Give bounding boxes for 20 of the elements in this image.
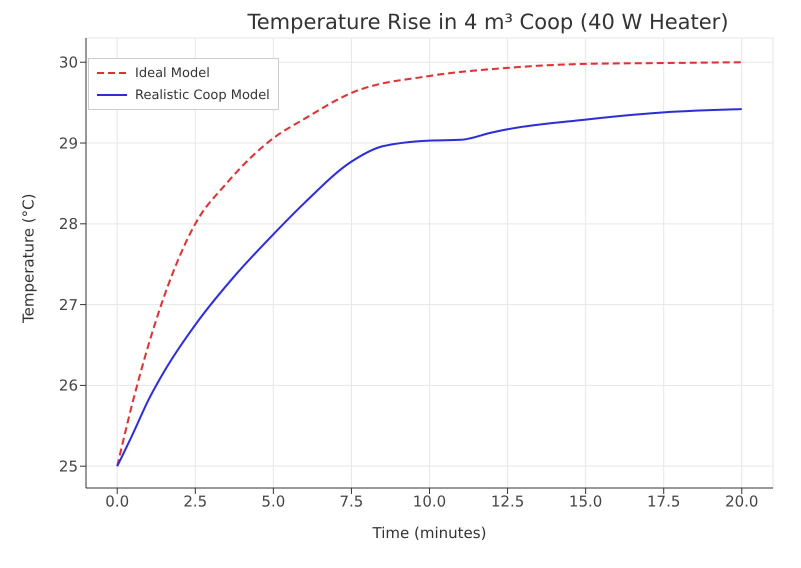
y-tick-label: 25: [58, 458, 78, 476]
y-tick-label: 30: [58, 54, 78, 72]
y-tick-label: 28: [58, 215, 78, 234]
legend-label: Realistic Coop Model: [135, 88, 270, 102]
x-tick-label: 15.0: [568, 492, 602, 511]
x-tick-label: 5.0: [261, 492, 286, 511]
x-tick-label: 0.0: [105, 492, 130, 511]
y-tick-label: 29: [58, 134, 78, 152]
x-tick-label: 2.5: [183, 492, 208, 511]
x-axis-title: Time (minutes): [372, 524, 486, 542]
x-tick-label: 17.5: [647, 492, 680, 511]
y-axis-title: Temperature (°C): [19, 194, 38, 324]
x-tick-label: 10.0: [412, 492, 446, 511]
x-tick-label: 20.0: [725, 492, 758, 511]
chart-title: Temperature Rise in 4 m³ Coop (40 W Heater): [246, 10, 730, 34]
x-tick-label: 7.5: [340, 492, 364, 511]
y-tick-label: 26: [58, 376, 78, 395]
x-tick-label: 12.5: [490, 492, 524, 511]
legend-label: Ideal Model: [135, 66, 210, 80]
y-tick-label: 27: [58, 296, 78, 314]
